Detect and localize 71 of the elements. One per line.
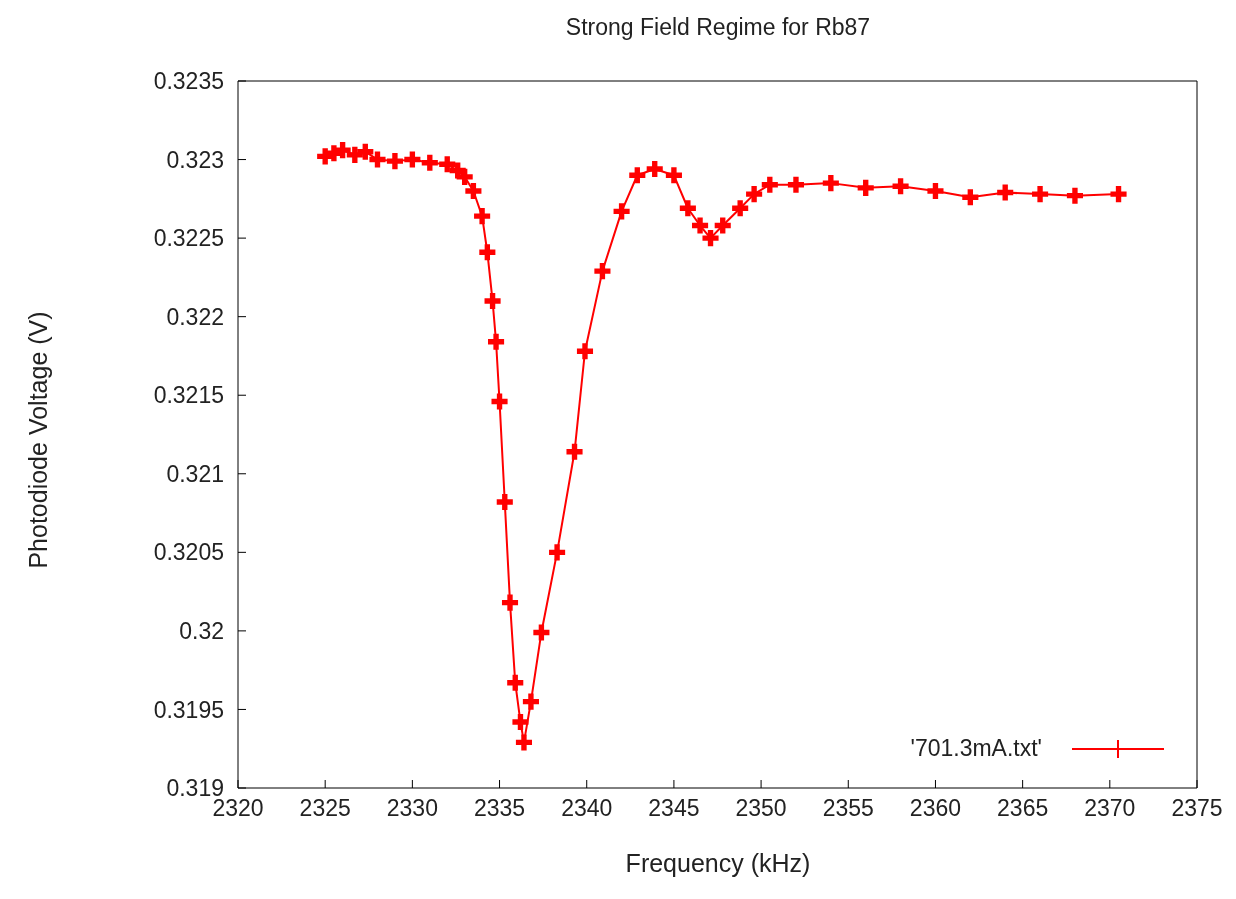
point: [761, 176, 778, 193]
point: [1066, 187, 1083, 204]
x-tick-label: 2335: [473, 795, 526, 822]
point: [334, 142, 351, 159]
point: [549, 544, 566, 561]
y-axis-title: Photodiode Voltage (V): [23, 311, 53, 569]
point: [997, 184, 1014, 201]
x-tick-label: 2360: [909, 795, 962, 822]
point: [1110, 186, 1127, 203]
x-axis-title: Frequency (kHz): [624, 848, 812, 878]
point: [474, 208, 491, 225]
point: [496, 494, 513, 511]
x-tick-label: 2350: [735, 795, 787, 822]
point: [822, 175, 839, 192]
x-tick-label: 2340: [561, 795, 613, 822]
y-tick-label: 0.3195: [153, 696, 224, 723]
point: [522, 693, 539, 710]
point: [629, 167, 646, 184]
x-tick-label: 2365: [997, 795, 1049, 822]
point: [404, 151, 421, 168]
point: [456, 168, 473, 185]
y-tick-label: 0.3215: [153, 382, 224, 409]
x-tick-label: 2330: [386, 795, 438, 822]
point: [787, 176, 805, 193]
point: [386, 153, 403, 170]
point: [732, 200, 749, 217]
point: [613, 203, 630, 220]
point: [679, 200, 696, 217]
point: [512, 713, 529, 731]
point: [479, 244, 496, 261]
point: [439, 156, 456, 173]
point: [465, 182, 482, 200]
point: [515, 734, 533, 751]
point: [962, 189, 979, 206]
point: [369, 151, 386, 168]
point: [892, 178, 909, 195]
point: [346, 146, 363, 163]
point: [646, 160, 663, 178]
point: [566, 443, 583, 460]
point: [927, 182, 944, 200]
chart-title: Strong Field Regime for Rb87: [564, 14, 872, 41]
point: [533, 624, 550, 641]
point: [484, 292, 501, 310]
point: [702, 230, 719, 247]
point: [746, 186, 763, 203]
point: [507, 674, 524, 691]
point: [488, 333, 505, 350]
point: [594, 263, 611, 280]
point: [692, 217, 709, 234]
point: [857, 179, 874, 196]
y-tick-label: 0.323: [166, 146, 224, 173]
legend-label: '701.3mA.txt': [910, 735, 1042, 762]
x-tick-label: 2375: [1171, 795, 1223, 822]
point: [491, 393, 508, 410]
x-tick-label: 2355: [822, 795, 874, 822]
y-tick-label: 0.321: [166, 460, 224, 487]
y-tick-label: 0.32: [179, 618, 224, 645]
y-tick-label: 0.3235: [153, 68, 224, 95]
point: [665, 167, 682, 184]
point: [357, 143, 374, 160]
point: [421, 154, 438, 171]
y-tick-label: 0.322: [166, 303, 224, 330]
point: [576, 343, 594, 360]
x-tick-label: 2370: [1084, 795, 1136, 822]
y-tick-label: 0.3225: [153, 225, 224, 252]
point: [714, 217, 731, 234]
x-tick-label: 2345: [648, 795, 700, 822]
point: [501, 594, 519, 611]
point: [1032, 186, 1049, 203]
y-tick-label: 0.3205: [153, 539, 224, 566]
x-tick-label: 2325: [299, 795, 351, 822]
